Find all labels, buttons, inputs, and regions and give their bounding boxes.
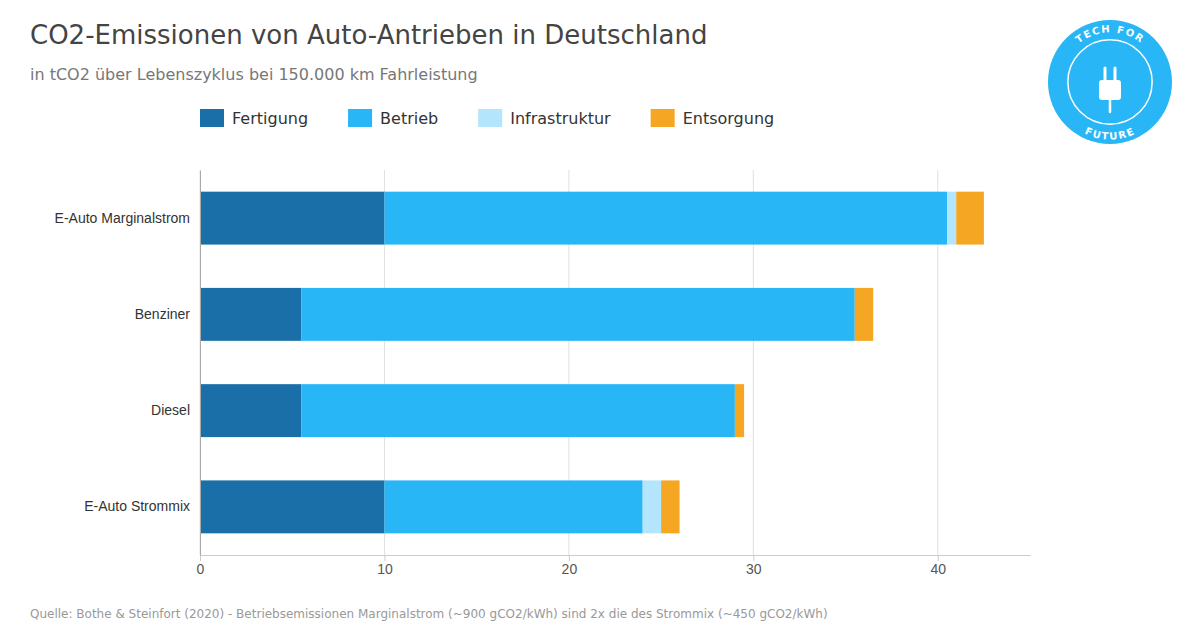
subtitle: in tCO2 über Lebenszyklus bei 150.000 km… bbox=[30, 65, 478, 84]
x-tick: 10 bbox=[377, 555, 393, 577]
x-tick: 20 bbox=[562, 555, 578, 577]
x-tick-label: 30 bbox=[746, 561, 762, 577]
bar bbox=[200, 480, 384, 533]
legend-label: Infrastruktur bbox=[510, 109, 611, 128]
bar bbox=[384, 480, 642, 533]
x-tick: 30 bbox=[746, 555, 762, 577]
bar bbox=[661, 480, 679, 533]
legend-label: Entsorgung bbox=[683, 109, 775, 128]
logo-circle bbox=[1048, 20, 1172, 144]
y-tick: E-Auto Marginalstrom bbox=[55, 210, 190, 226]
logo-text: FUTURE bbox=[1083, 125, 1136, 141]
bar bbox=[735, 384, 744, 437]
bar bbox=[200, 192, 384, 245]
x-tick: 0 bbox=[197, 555, 205, 577]
legend-swatch bbox=[200, 109, 224, 127]
logo bbox=[1048, 20, 1172, 144]
y-tick: E-Auto Strommix bbox=[84, 498, 190, 514]
legend: Fertigung Betrieb Infrastruktur Entsorgung bbox=[200, 109, 774, 128]
bar bbox=[200, 288, 301, 341]
legend-item: Fertigung bbox=[200, 109, 308, 128]
bar bbox=[947, 192, 956, 245]
x-tick: 40 bbox=[930, 555, 946, 577]
grid-line bbox=[200, 170, 201, 555]
bar bbox=[643, 480, 661, 533]
bars bbox=[200, 192, 984, 534]
legend-swatch bbox=[478, 109, 502, 127]
series bbox=[661, 192, 984, 534]
y-tick: Diesel bbox=[151, 402, 190, 418]
legend-item: Betrieb bbox=[348, 109, 438, 128]
x-axis: 0 10 20 30 40 bbox=[197, 555, 1031, 577]
y-axis-line bbox=[200, 171, 201, 556]
logo-text: TECH FOR bbox=[1073, 23, 1146, 45]
bar bbox=[301, 288, 854, 341]
bar bbox=[200, 384, 301, 437]
x-tick-label: 0 bbox=[197, 561, 205, 577]
bar bbox=[301, 384, 734, 437]
y-tick-label: Diesel bbox=[151, 402, 190, 418]
chart: CO2-Emissionen von Auto-Antrieben in Deu… bbox=[0, 0, 1200, 630]
footnote: Quelle: Bothe & Steinfort (2020) - Betri… bbox=[30, 607, 828, 621]
y-tick: Benziner bbox=[135, 306, 191, 322]
x-tick-label: 10 bbox=[377, 561, 393, 577]
logo-icon bbox=[1109, 100, 1112, 112]
title: CO2-Emissionen von Auto-Antrieben in Deu… bbox=[30, 20, 707, 50]
legend-label: Betrieb bbox=[380, 109, 438, 128]
x-axis-line bbox=[201, 555, 1031, 556]
legend-item: Infrastruktur bbox=[478, 109, 611, 128]
plot: 0 10 20 30 40 E-Auto Marginalstrom Benziner Die… bbox=[55, 170, 1031, 577]
logo-inner-circle bbox=[1068, 40, 1152, 124]
y-axis: E-Auto Marginalstrom Benziner Diesel E-Auto… bbox=[55, 171, 201, 556]
logo-icon bbox=[1114, 68, 1117, 80]
series bbox=[301, 192, 947, 534]
x-tick-label: 20 bbox=[562, 561, 578, 577]
legend-swatch bbox=[651, 109, 675, 127]
y-tick-label: E-Auto Marginalstrom bbox=[55, 210, 190, 226]
legend-item: Entsorgung bbox=[651, 109, 775, 128]
legend-swatch bbox=[348, 109, 372, 127]
bar bbox=[855, 288, 873, 341]
series bbox=[200, 192, 384, 534]
logo-icon bbox=[1099, 80, 1121, 100]
x-tick-label: 40 bbox=[930, 561, 946, 577]
series bbox=[643, 192, 957, 534]
logo-icon bbox=[1104, 68, 1107, 80]
bar bbox=[956, 192, 984, 245]
y-tick-label: Benziner bbox=[135, 306, 191, 322]
legend-label: Fertigung bbox=[232, 109, 308, 128]
bar bbox=[384, 192, 947, 245]
y-tick-label: E-Auto Strommix bbox=[84, 498, 190, 514]
